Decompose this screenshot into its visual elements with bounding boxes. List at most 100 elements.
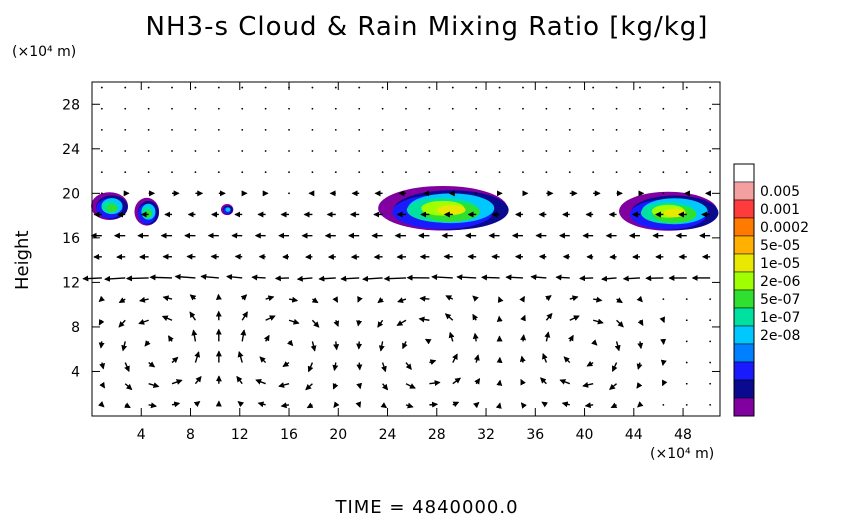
wind-arrow bbox=[636, 295, 643, 303]
cloud-region bbox=[663, 208, 686, 218]
wind-arrow bbox=[452, 353, 458, 363]
wind-dot bbox=[241, 86, 244, 89]
wind-arrow bbox=[569, 315, 580, 321]
wind-arrow bbox=[429, 359, 437, 366]
wind-dot bbox=[709, 361, 712, 364]
y-tick-label: 24 bbox=[62, 142, 80, 158]
x-tick-label: 44 bbox=[625, 427, 643, 443]
wind-arrow bbox=[582, 381, 594, 388]
wind-arrow bbox=[381, 362, 387, 373]
wind-arrow bbox=[452, 377, 462, 385]
wind-arrow bbox=[381, 383, 389, 391]
wind-arrow bbox=[124, 383, 133, 391]
wind-arrow bbox=[259, 356, 267, 364]
wind-dot bbox=[147, 128, 150, 131]
wind-arrow bbox=[98, 295, 106, 303]
wind-arrow bbox=[144, 340, 151, 347]
wind-arrow bbox=[520, 334, 527, 342]
x-tick-label: 36 bbox=[526, 427, 544, 443]
wind-arrow bbox=[593, 296, 603, 303]
wind-arrow bbox=[125, 275, 149, 282]
wind-dot bbox=[639, 171, 641, 174]
wind-dot bbox=[709, 298, 712, 300]
wind-dot bbox=[568, 171, 571, 174]
x-tick-label: 48 bbox=[674, 427, 692, 443]
wind-dot bbox=[475, 128, 478, 131]
wind-dot bbox=[662, 403, 665, 406]
wind-dot bbox=[545, 86, 548, 89]
wind-arrow bbox=[568, 334, 574, 342]
wind-dot bbox=[217, 107, 220, 110]
y-tick-label: 12 bbox=[62, 275, 80, 291]
wind-dot bbox=[147, 86, 150, 89]
wind-dot bbox=[264, 107, 267, 110]
wind-dot bbox=[475, 192, 478, 195]
wind-arrow bbox=[340, 275, 360, 282]
wind-arrow bbox=[255, 379, 266, 385]
wind-arrow bbox=[540, 377, 547, 385]
wind-arrow bbox=[118, 319, 126, 328]
wind-arrow bbox=[333, 401, 340, 408]
wind-arrow bbox=[456, 274, 477, 281]
wind-dot bbox=[100, 107, 103, 110]
wind-arrow bbox=[194, 375, 202, 385]
wind-dot bbox=[147, 150, 150, 152]
wind-dot bbox=[662, 298, 665, 300]
wind-arrow bbox=[377, 319, 384, 328]
wind-dot bbox=[685, 107, 688, 110]
wind-dot bbox=[639, 150, 641, 152]
colorbar-swatch bbox=[733, 289, 755, 309]
colorbar: 0.005 0.001 0.0002 5e-05 1e-05 2e-06 5e-07 1e-0… bbox=[733, 163, 809, 417]
wind-arrow bbox=[637, 319, 644, 326]
wind-dot bbox=[100, 86, 103, 89]
wind-arrow bbox=[237, 350, 244, 363]
wind-arrow bbox=[405, 383, 416, 389]
wind-arrow bbox=[610, 402, 618, 409]
wind-dot bbox=[685, 150, 688, 152]
wind-arrow bbox=[118, 297, 126, 304]
wind-dot bbox=[428, 128, 431, 131]
wind-dot bbox=[545, 150, 548, 152]
wind-arrow bbox=[286, 339, 294, 347]
wind-dot bbox=[405, 86, 407, 89]
wind-dot bbox=[709, 150, 712, 152]
wind-dot bbox=[288, 171, 290, 174]
wind-arrow bbox=[542, 352, 548, 363]
wind-arrow bbox=[189, 294, 197, 301]
colorbar-label: 0.0002 bbox=[760, 220, 809, 236]
wind-dot bbox=[264, 128, 267, 131]
wind-arrow bbox=[282, 361, 290, 367]
wind-arrow bbox=[357, 296, 363, 303]
wind-arrow bbox=[473, 354, 480, 363]
wind-dot bbox=[100, 171, 103, 174]
wind-arrow bbox=[601, 275, 617, 282]
wind-arrow bbox=[586, 360, 594, 367]
wind-dot bbox=[358, 107, 361, 110]
plot-frame bbox=[91, 81, 721, 417]
wind-dot bbox=[662, 150, 665, 152]
wind-arrow bbox=[616, 297, 623, 304]
colorbar-swatch bbox=[733, 343, 755, 363]
wind-arrow bbox=[174, 273, 196, 280]
wind-dot bbox=[685, 361, 688, 364]
wind-arrow bbox=[431, 274, 453, 281]
wind-arrow bbox=[474, 378, 481, 385]
wind-dot bbox=[194, 150, 197, 152]
wind-arrow bbox=[520, 314, 526, 322]
wind-arrow bbox=[505, 274, 524, 281]
wind-arrow bbox=[171, 356, 179, 364]
wind-arrow bbox=[405, 402, 414, 409]
wind-dot bbox=[639, 128, 641, 131]
wind-dot bbox=[124, 86, 127, 89]
wind-dot bbox=[568, 150, 571, 152]
wind-dot bbox=[217, 150, 220, 152]
wind-arrow bbox=[444, 313, 454, 321]
wind-dot bbox=[428, 107, 431, 110]
wind-arrow bbox=[622, 275, 640, 282]
wind-arrow bbox=[396, 319, 407, 326]
wind-arrow bbox=[98, 401, 105, 408]
colorbar-label: 2e-06 bbox=[760, 274, 800, 290]
wind-dot bbox=[522, 128, 524, 131]
wind-arrow bbox=[472, 295, 479, 302]
